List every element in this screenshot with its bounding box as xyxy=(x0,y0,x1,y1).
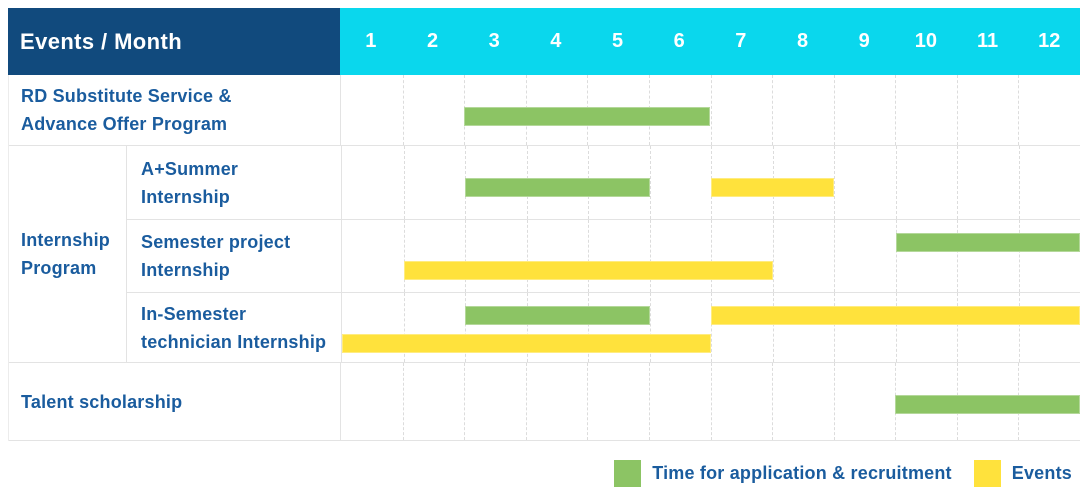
month-gridline xyxy=(710,363,712,440)
legend-label-event: Events xyxy=(1011,463,1072,483)
row-label-rd-substitute-service: RD Substitute Service & Advance Offer Pr… xyxy=(21,86,232,134)
month-label: 2 xyxy=(426,30,439,52)
event-bar xyxy=(711,178,834,197)
month-gridline xyxy=(588,220,589,292)
month-gridline xyxy=(465,293,466,362)
month-gridline xyxy=(711,293,712,362)
month-gridline xyxy=(772,293,774,362)
month-gridline xyxy=(834,146,835,219)
month-label: 8 xyxy=(796,30,809,52)
month-label: 7 xyxy=(735,30,747,52)
month-gridline xyxy=(402,363,404,440)
month-label: 11 xyxy=(976,30,999,52)
legend-label-application: Time for application & recruitment xyxy=(652,463,952,483)
row-label-semester-project-internship: Semester project Internship xyxy=(141,232,291,280)
row-label-a-plus-summer-internship: A+Summer Internship xyxy=(141,158,239,207)
month-gridline xyxy=(833,363,835,440)
month-gridline xyxy=(834,293,835,362)
legend: Time for application & recruitment Events xyxy=(8,460,1072,487)
month-gridline xyxy=(588,293,589,362)
row-semester-project-internship: Semester project Internship xyxy=(127,220,1080,293)
row-rd-substitute-service: RD Substitute Service & Advance Offer Pr… xyxy=(9,75,1080,146)
group-label-internship-program: Internship Program xyxy=(21,230,111,278)
month-label: 6 xyxy=(673,30,685,52)
month-label: 3 xyxy=(488,30,500,52)
timeline-rd-substitute-service xyxy=(340,75,1080,145)
month-gridline xyxy=(649,146,651,219)
month-gridline xyxy=(895,293,897,362)
month-gridline xyxy=(1018,293,1020,362)
month-gridline xyxy=(895,75,897,145)
table-header-row: Events / Month 1 2 3 4 5 6 7 8 9 10 11 12 xyxy=(8,8,1080,75)
month-gridline xyxy=(649,220,651,292)
application-bar xyxy=(465,178,650,197)
row-talent-scholarship: Talent scholarship xyxy=(9,363,1080,441)
row-label-talent-scholarship: Talent scholarship xyxy=(21,391,183,412)
month-label: 10 xyxy=(914,30,937,52)
month-gridline xyxy=(403,293,405,362)
month-gridline xyxy=(711,220,712,292)
month-gridline xyxy=(834,220,835,292)
application-bar xyxy=(895,233,1080,252)
events-month-header: Events / Month xyxy=(8,8,340,75)
event-bar xyxy=(711,306,1080,325)
timeline-a-plus-summer-internship xyxy=(341,146,1080,219)
month-gridline xyxy=(526,293,528,362)
month-gridline xyxy=(465,220,466,292)
month-gridline xyxy=(402,75,404,145)
month-gridline xyxy=(957,146,958,219)
month-gridline xyxy=(833,75,835,145)
month-gridline xyxy=(710,75,712,145)
month-gridline xyxy=(1018,146,1020,219)
month-gridline xyxy=(648,363,650,440)
month-gridline xyxy=(1018,75,1020,145)
month-label: 4 xyxy=(550,30,562,52)
legend-swatch-application xyxy=(614,460,642,487)
application-bar xyxy=(895,395,1080,414)
month-gridline xyxy=(464,363,466,440)
month-label: 9 xyxy=(858,30,870,52)
month-gridline xyxy=(1018,220,1020,292)
month-gridline xyxy=(403,146,405,219)
month-gridline xyxy=(957,293,958,362)
month-header-strip: 1 2 3 4 5 6 7 8 9 10 11 12 xyxy=(340,8,1080,75)
legend-item-application: Time for application & recruitment xyxy=(614,460,952,487)
month-gridline xyxy=(772,75,774,145)
event-bar xyxy=(342,334,711,353)
internship-program-subrows: A+Summer Internship Semester project Int… xyxy=(126,146,1080,362)
month-gridline xyxy=(649,293,651,362)
month-gridline xyxy=(772,220,774,292)
timeline-semester-project-internship xyxy=(341,220,1080,292)
application-bar xyxy=(464,107,711,126)
row-a-plus-summer-internship: A+Summer Internship xyxy=(127,146,1080,220)
month-gridline xyxy=(587,363,589,440)
timeline-talent-scholarship xyxy=(340,363,1080,440)
month-gridline xyxy=(525,363,527,440)
month-label: 12 xyxy=(1038,30,1061,52)
legend-swatch-event xyxy=(973,460,1001,487)
row-in-semester-technician-internship: In-Semester technician Internship xyxy=(127,293,1080,362)
month-label: 5 xyxy=(611,30,624,52)
row-label-in-semester-technician-internship: In-Semester technician Internship xyxy=(141,303,327,352)
month-gridline xyxy=(957,220,958,292)
month-gridline xyxy=(526,220,528,292)
month-gridline xyxy=(403,220,405,292)
application-bar xyxy=(465,306,650,325)
table-body: RD Substitute Service & Advance Offer Pr… xyxy=(8,75,1080,441)
month-gridline xyxy=(895,220,897,292)
month-gridline xyxy=(895,146,897,219)
month-gridline xyxy=(772,363,774,440)
month-gridline xyxy=(956,75,958,145)
legend-item-event: Events xyxy=(973,460,1072,487)
schedule-table: Events / Month 1 2 3 4 5 6 7 8 9 10 11 12 RD Substi… xyxy=(8,8,1080,441)
timeline-in-semester-technician-internship xyxy=(341,293,1080,362)
event-bar xyxy=(403,261,773,280)
internship-program-group: Internship Program A+Summer Internship S… xyxy=(9,146,1080,363)
month-label: 1 xyxy=(365,30,377,52)
